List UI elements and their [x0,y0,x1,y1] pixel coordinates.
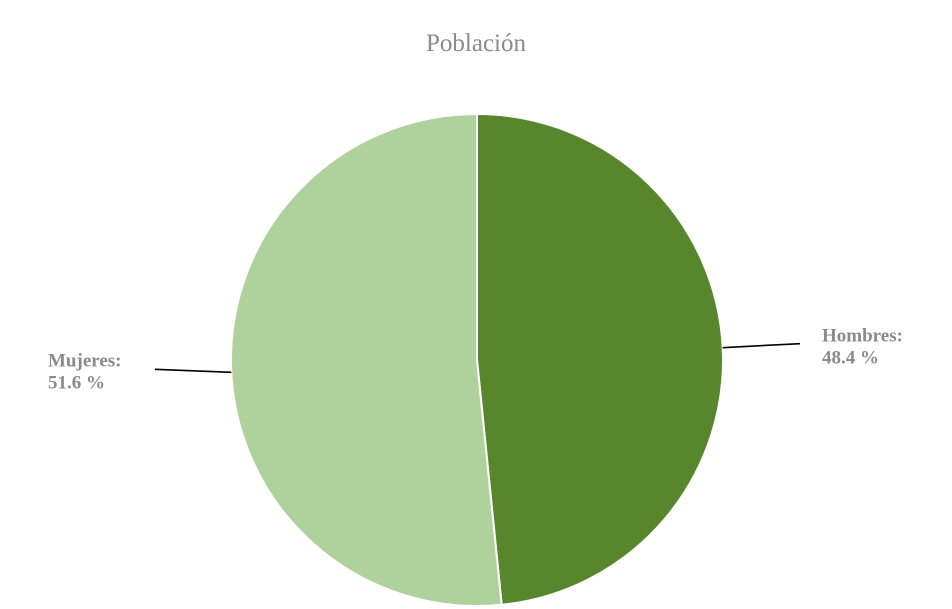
slice-label-value-2: 51.6 % [48,372,105,393]
pie-slice-2 [230,112,503,607]
leader-line-1 [722,342,801,349]
pie-slice-1 [476,112,724,606]
slice-label-value-1: 48.4 % [822,348,879,369]
slice-label-name-2: Mujeres: [48,350,122,371]
slice-label-name-1: Hombres: [822,326,903,347]
chart-title: Población [426,30,526,57]
leader-line-2 [154,368,232,374]
